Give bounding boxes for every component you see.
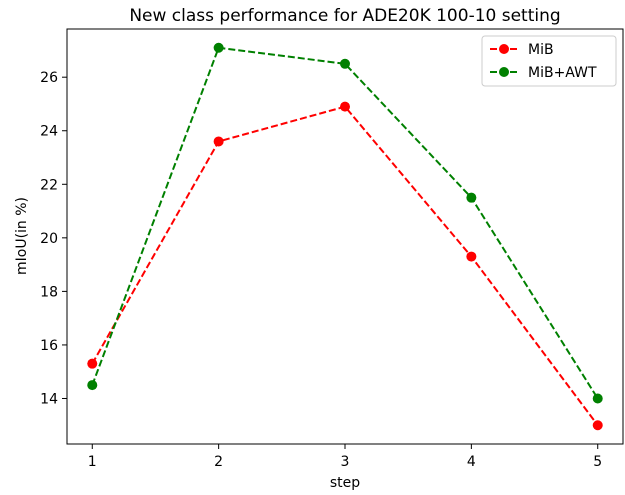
legend-label-mib: MiB — [528, 42, 554, 58]
data-point-mib-awt — [213, 42, 224, 53]
data-point-mib-awt — [466, 192, 477, 203]
y-tick-label: 16 — [40, 338, 58, 354]
x-tick-label: 1 — [88, 454, 97, 470]
y-tick-label: 14 — [40, 391, 58, 407]
x-tick-label: 3 — [341, 454, 350, 470]
data-point-mib — [592, 420, 603, 431]
data-point-mib-awt — [340, 58, 350, 69]
data-point-mib-awt — [592, 393, 603, 404]
legend: MiB MiB+AWT — [481, 35, 617, 87]
chart-title: New class performance for ADE20K 100-10 … — [129, 6, 560, 26]
legend-label-mib-awt: MiB+AWT — [528, 65, 597, 81]
y-axis-label: mIoU(in %) — [14, 197, 30, 275]
y-tick-label: 26 — [40, 70, 58, 86]
legend-marker-mib-awt — [499, 67, 509, 77]
y-tick-label: 24 — [40, 124, 58, 140]
y-tick-label: 20 — [40, 231, 58, 247]
y-tick-label: 22 — [40, 177, 58, 193]
data-point-mib — [340, 101, 350, 112]
series-line-mib — [91, 105, 599, 426]
y-axis: 14 16 18 20 22 24 26 — [40, 70, 67, 407]
series-layer — [87, 42, 603, 431]
x-tick-label: 4 — [467, 454, 476, 470]
x-axis: 1 2 3 4 5 — [88, 444, 602, 470]
y-tick-label: 18 — [40, 284, 58, 300]
legend-marker-mib — [499, 44, 509, 54]
data-point-mib — [87, 358, 98, 369]
series-line-mib-awt — [91, 46, 599, 400]
x-tick-label: 2 — [214, 454, 223, 470]
data-point-mib — [213, 136, 224, 147]
plot-frame — [66, 28, 624, 445]
data-point-mib-awt — [87, 380, 98, 391]
data-point-mib — [466, 251, 477, 262]
x-axis-label: step — [330, 475, 360, 491]
x-tick-label: 5 — [593, 454, 602, 470]
